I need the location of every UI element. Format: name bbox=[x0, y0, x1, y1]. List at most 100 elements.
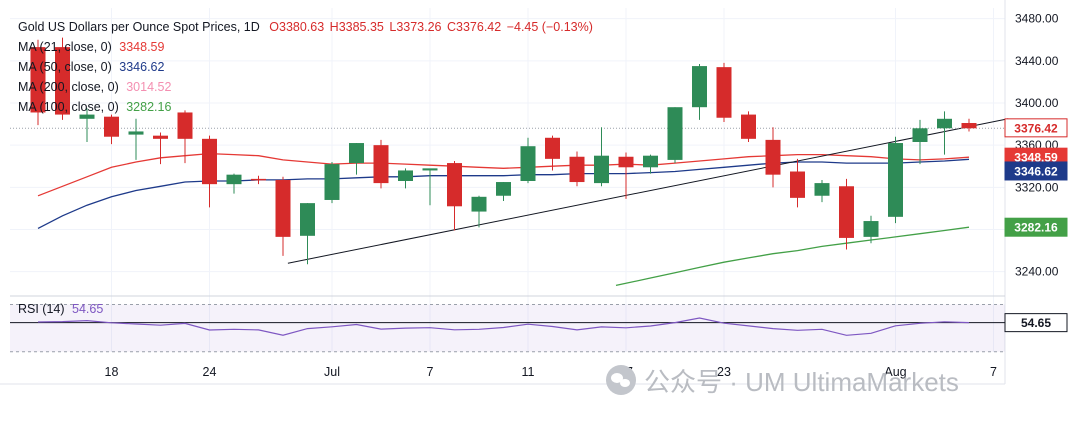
price-tick-label: 3440.00 bbox=[1015, 54, 1059, 68]
time-tick-label: 18 bbox=[105, 365, 119, 379]
candle-down[interactable] bbox=[961, 123, 977, 129]
candle-down[interactable] bbox=[30, 47, 46, 113]
legend-ma21-value: 3348.59 bbox=[119, 40, 165, 54]
wechat-logo-icon bbox=[606, 365, 636, 395]
legend-ma100-label: MA (100, close, 0) bbox=[18, 100, 119, 114]
candle-up[interactable] bbox=[324, 164, 340, 200]
rsi-legend-label: RSI (14) bbox=[18, 302, 65, 316]
time-tick-label: Jul bbox=[324, 365, 340, 379]
legend-ma200-value: 3014.52 bbox=[126, 80, 172, 94]
candle-down[interactable] bbox=[569, 156, 585, 183]
candle-down[interactable] bbox=[104, 116, 119, 137]
candle-up[interactable] bbox=[594, 155, 609, 184]
time-tick-label: 24 bbox=[203, 365, 217, 379]
candle-up[interactable] bbox=[937, 118, 952, 129]
candle-down[interactable] bbox=[839, 186, 854, 238]
candle-up[interactable] bbox=[300, 203, 315, 236]
ma-100-line-tail bbox=[615, 282, 627, 286]
price-tag bbox=[1004, 217, 1068, 237]
time-tick-label: 7 bbox=[990, 365, 997, 379]
candle-down[interactable] bbox=[251, 178, 266, 181]
time-tick-label: 7 bbox=[427, 365, 434, 379]
price-tick-label: 3480.00 bbox=[1015, 12, 1059, 26]
candle-up[interactable] bbox=[128, 131, 144, 135]
candle-down[interactable] bbox=[790, 171, 805, 198]
candle-up[interactable] bbox=[422, 168, 438, 171]
time-tick-label: Aug bbox=[884, 365, 906, 379]
candle-down[interactable] bbox=[447, 163, 462, 207]
trendline[interactable] bbox=[287, 118, 1009, 264]
candle-up[interactable] bbox=[814, 183, 830, 196]
rsi-tag-label: 54.65 bbox=[1021, 316, 1051, 330]
legend-ma50-value: 3346.62 bbox=[119, 60, 165, 74]
rsi-band bbox=[10, 304, 1005, 352]
legend-high-label: H bbox=[329, 20, 339, 34]
legend-change: −4.45 (−0.13%) bbox=[506, 20, 593, 34]
candle-up[interactable] bbox=[349, 143, 364, 164]
price-tick-label: 3320.00 bbox=[1015, 180, 1059, 194]
ma-210-line bbox=[37, 152, 970, 197]
time-tick-label: 11 bbox=[522, 365, 535, 379]
candle-up[interactable] bbox=[471, 196, 487, 212]
price-tag bbox=[1004, 118, 1068, 138]
legend-ma21: MA (21, close, 0) 3348.59 bbox=[18, 37, 595, 57]
candle-down[interactable] bbox=[177, 112, 193, 139]
candle-down[interactable] bbox=[275, 179, 291, 237]
price-tag-label: 3346.62 bbox=[1014, 164, 1058, 178]
rsi-tag bbox=[1004, 313, 1068, 333]
legend-ma200: MA (200, close, 0) 3014.52 bbox=[18, 77, 595, 97]
legend-low: 3373.26 bbox=[396, 20, 442, 34]
legend-close: 3376.42 bbox=[456, 20, 502, 34]
candle-down[interactable] bbox=[373, 145, 389, 184]
price-tag-label: 3376.42 bbox=[1014, 121, 1058, 135]
legend-open-label: O bbox=[269, 20, 279, 34]
candle-up[interactable] bbox=[496, 182, 511, 196]
candle-down[interactable] bbox=[545, 137, 560, 159]
candle-up[interactable] bbox=[398, 170, 413, 181]
candle-up[interactable] bbox=[226, 174, 242, 185]
legend-ma200-label: MA (200, close, 0) bbox=[18, 80, 119, 94]
legend-ma100-value: 3282.16 bbox=[126, 100, 172, 114]
candle-down[interactable] bbox=[618, 156, 634, 168]
time-tick-label: 23 bbox=[717, 365, 731, 379]
legend-low-label: L bbox=[389, 20, 397, 34]
watermark: 公众号 · UM UltimaMarkets bbox=[606, 362, 959, 398]
legend-high: 3385.35 bbox=[338, 20, 384, 34]
legend-ohlc: O3380.63 H3385.35 L3373.26 C3376.42 −4.4… bbox=[263, 20, 595, 34]
candle-up[interactable] bbox=[863, 221, 879, 237]
candle-up[interactable] bbox=[520, 146, 536, 181]
ma-500-line bbox=[37, 158, 970, 229]
ma-100-line bbox=[625, 226, 970, 284]
rsi-line bbox=[37, 317, 970, 336]
candle-down[interactable] bbox=[716, 67, 732, 118]
legend-ma50-label: MA (50, close, 0) bbox=[18, 60, 112, 74]
candle-down[interactable] bbox=[741, 114, 756, 139]
legend-close-label: C bbox=[447, 20, 457, 34]
legend-open: 3380.63 bbox=[279, 20, 325, 34]
rsi-legend: RSI (14) 54.65 bbox=[18, 302, 103, 316]
candle-down[interactable] bbox=[765, 139, 781, 175]
candle-up[interactable] bbox=[692, 66, 707, 108]
legend-ma100: MA (100, close, 0) 3282.16 bbox=[18, 97, 595, 117]
candle-down[interactable] bbox=[55, 47, 70, 115]
candle-up[interactable] bbox=[79, 114, 95, 119]
legend-ohlc-row: Gold US Dollars per Ounce Spot Prices, 1… bbox=[18, 17, 595, 37]
price-tag-label: 3348.59 bbox=[1014, 151, 1058, 165]
legend-ma21-label: MA (21, close, 0) bbox=[18, 40, 112, 54]
price-tag bbox=[1004, 161, 1068, 181]
candle-down[interactable] bbox=[202, 138, 217, 185]
candle-up[interactable] bbox=[912, 128, 928, 142]
candle-down[interactable] bbox=[153, 135, 168, 139]
legend-title: Gold US Dollars per Ounce Spot Prices, 1… bbox=[18, 20, 260, 34]
watermark-text: 公众号 · UM UltimaMarkets bbox=[644, 366, 959, 397]
rsi-legend-value: 54.65 bbox=[72, 302, 104, 316]
candle-up[interactable] bbox=[888, 143, 903, 217]
price-tick-label: 3240.00 bbox=[1015, 265, 1059, 279]
price-tick-label: 3400.00 bbox=[1015, 96, 1059, 110]
candle-up[interactable] bbox=[643, 155, 658, 168]
price-tag-label: 3282.16 bbox=[1014, 221, 1058, 235]
chart-legend: Gold US Dollars per Ounce Spot Prices, 1… bbox=[18, 17, 595, 117]
candle-up[interactable] bbox=[667, 107, 683, 160]
